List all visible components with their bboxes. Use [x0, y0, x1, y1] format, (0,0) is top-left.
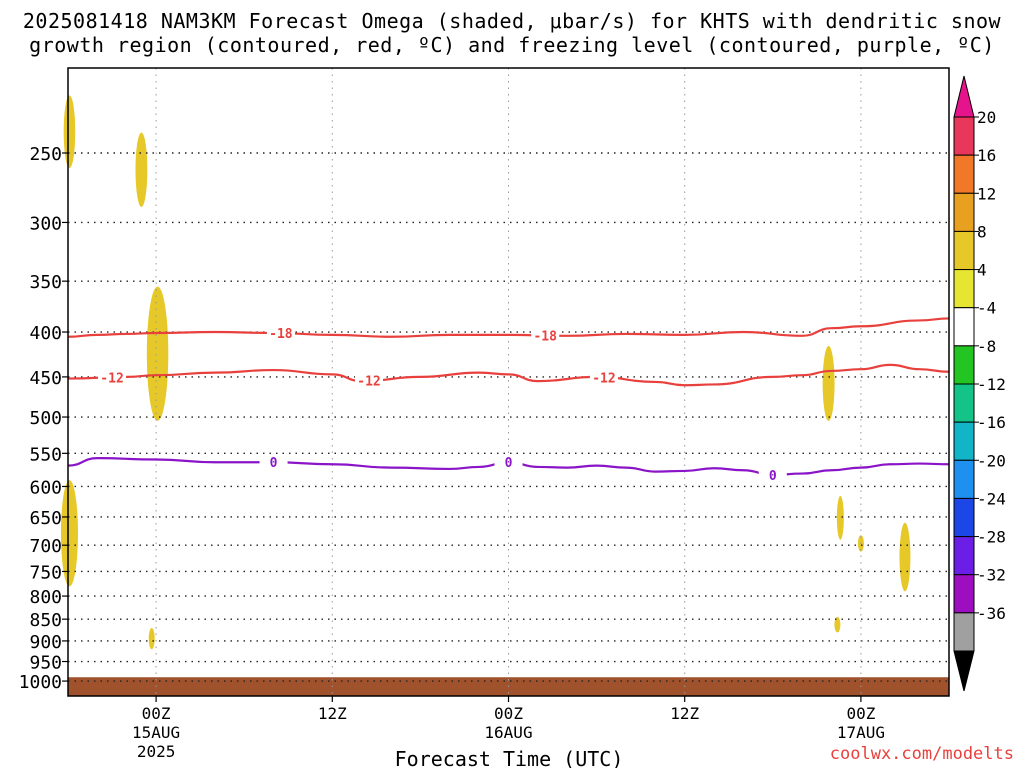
contour-label-bg	[589, 370, 618, 385]
colorbar-swatch	[953, 230, 975, 271]
contour-label-bg	[259, 455, 288, 470]
y-tick-label: 750	[29, 562, 62, 583]
x-tick-label: 12Z	[670, 704, 699, 723]
chart-title-line1: 2025081418 NAM3KM Forecast Omega (shaded…	[22, 9, 1002, 33]
y-tick-label: 250	[29, 144, 62, 165]
y-tick-label: 400	[29, 323, 62, 344]
contour-line	[67, 317, 950, 338]
site-credit: coolwx.com/modelts	[829, 744, 1014, 764]
contour-label: -12	[100, 371, 123, 386]
colorbar-swatch	[953, 269, 975, 309]
colorbar-swatch	[953, 421, 975, 461]
colorbar-label: -24	[977, 489, 1006, 508]
colorbar-label: -16	[977, 413, 1006, 432]
colorbar-swatch	[953, 307, 975, 347]
x-tick-label: 12Z	[318, 704, 347, 723]
colorbar-label: 4	[977, 261, 987, 280]
omega-shaded-region	[836, 495, 844, 540]
omega-shaded-region	[940, 350, 952, 421]
y-tick-label: 650	[29, 508, 62, 529]
colorbar-swatch	[953, 192, 975, 232]
omega-shaded-region	[60, 480, 78, 587]
omega-shaded-region	[920, 381, 928, 421]
y-tick-label: 550	[29, 444, 62, 465]
x-tick-label: 00Z	[494, 704, 523, 723]
colorbar-label: -36	[977, 604, 1006, 623]
x-axis-label: Forecast Time (UTC)	[395, 747, 624, 768]
contour-label: -18	[533, 329, 557, 344]
contour-label: 0	[769, 469, 777, 484]
contour-label: -12	[592, 372, 615, 387]
y-tick-label: 450	[29, 368, 62, 389]
y-tick-label: 850	[29, 610, 62, 631]
contour-label-bg	[758, 467, 787, 482]
contour-line	[67, 363, 950, 387]
y-tick-label: 500	[29, 408, 62, 429]
omega-shaded-region	[608, 613, 615, 646]
omega-shaded-region	[899, 522, 911, 592]
colorbar-label: -12	[977, 375, 1006, 394]
contour-label: -18	[269, 327, 293, 342]
x-tick-label: 17AUG	[837, 723, 885, 742]
colorbar-swatch	[953, 612, 975, 652]
y-tick-label: 800	[29, 587, 62, 608]
contour-label: 0	[505, 456, 513, 471]
colorbar-label: 12	[977, 184, 996, 203]
colorbar-label: -28	[977, 528, 1006, 547]
colorbar-label: -4	[977, 299, 996, 318]
colorbar-swatch	[953, 536, 975, 576]
colorbar-swatch	[953, 497, 975, 538]
omega-shaded-region	[577, 653, 584, 658]
y-tick-label: 900	[29, 632, 62, 653]
colorbar-swatch	[953, 459, 975, 499]
omega-shaded-region	[146, 286, 169, 421]
chart-title-line2: growth region (contoured, red, ºC) and f…	[29, 33, 995, 57]
x-tick-label: 15AUG	[132, 723, 180, 742]
omega-shaded-region	[834, 616, 841, 633]
x-tick-label: 16AUG	[484, 723, 532, 742]
colorbar-swatch	[953, 154, 975, 194]
contour-label-bg	[266, 326, 295, 341]
contour-label-bg	[355, 373, 384, 388]
omega-shaded-region	[148, 628, 155, 650]
omega-shaded-region	[63, 95, 76, 168]
omega-shaded-region	[822, 346, 835, 421]
colorbar-swatch	[953, 574, 975, 614]
colorbar-swatch	[953, 345, 975, 385]
colorbar-label: -32	[977, 566, 1006, 585]
y-tick-label: 950	[29, 653, 62, 674]
y-tick-label: 600	[29, 477, 62, 498]
omega-shaded-region	[135, 132, 148, 207]
colorbar-swatch	[953, 383, 975, 423]
x-tick-label: 00Z	[142, 704, 171, 723]
contour-label-bg	[494, 455, 523, 470]
colorbar-label: 8	[977, 222, 987, 241]
y-tick-label: 300	[29, 213, 62, 234]
contour-label-bg	[531, 328, 560, 343]
colorbar-top-arrow	[953, 75, 975, 118]
y-tick-label: 700	[29, 536, 62, 557]
colorbar-swatch	[953, 116, 975, 156]
colorbar-bottom-arrow	[953, 650, 975, 692]
x-tick-label: 2025	[137, 742, 176, 761]
colorbar-label: 16	[977, 146, 996, 165]
x-tick-label: 00Z	[846, 704, 875, 723]
y-tick-label: 1000	[19, 672, 62, 693]
omega-shaded-region	[603, 614, 610, 625]
contour-label: -12	[357, 375, 380, 390]
colorbar-label: 20	[977, 108, 996, 127]
y-tick-label: 350	[29, 272, 62, 293]
colorbar-label: -8	[977, 337, 996, 356]
colorbar-label: -20	[977, 451, 1006, 470]
contour-label: 0	[270, 456, 278, 471]
contour-label-bg	[98, 370, 127, 385]
